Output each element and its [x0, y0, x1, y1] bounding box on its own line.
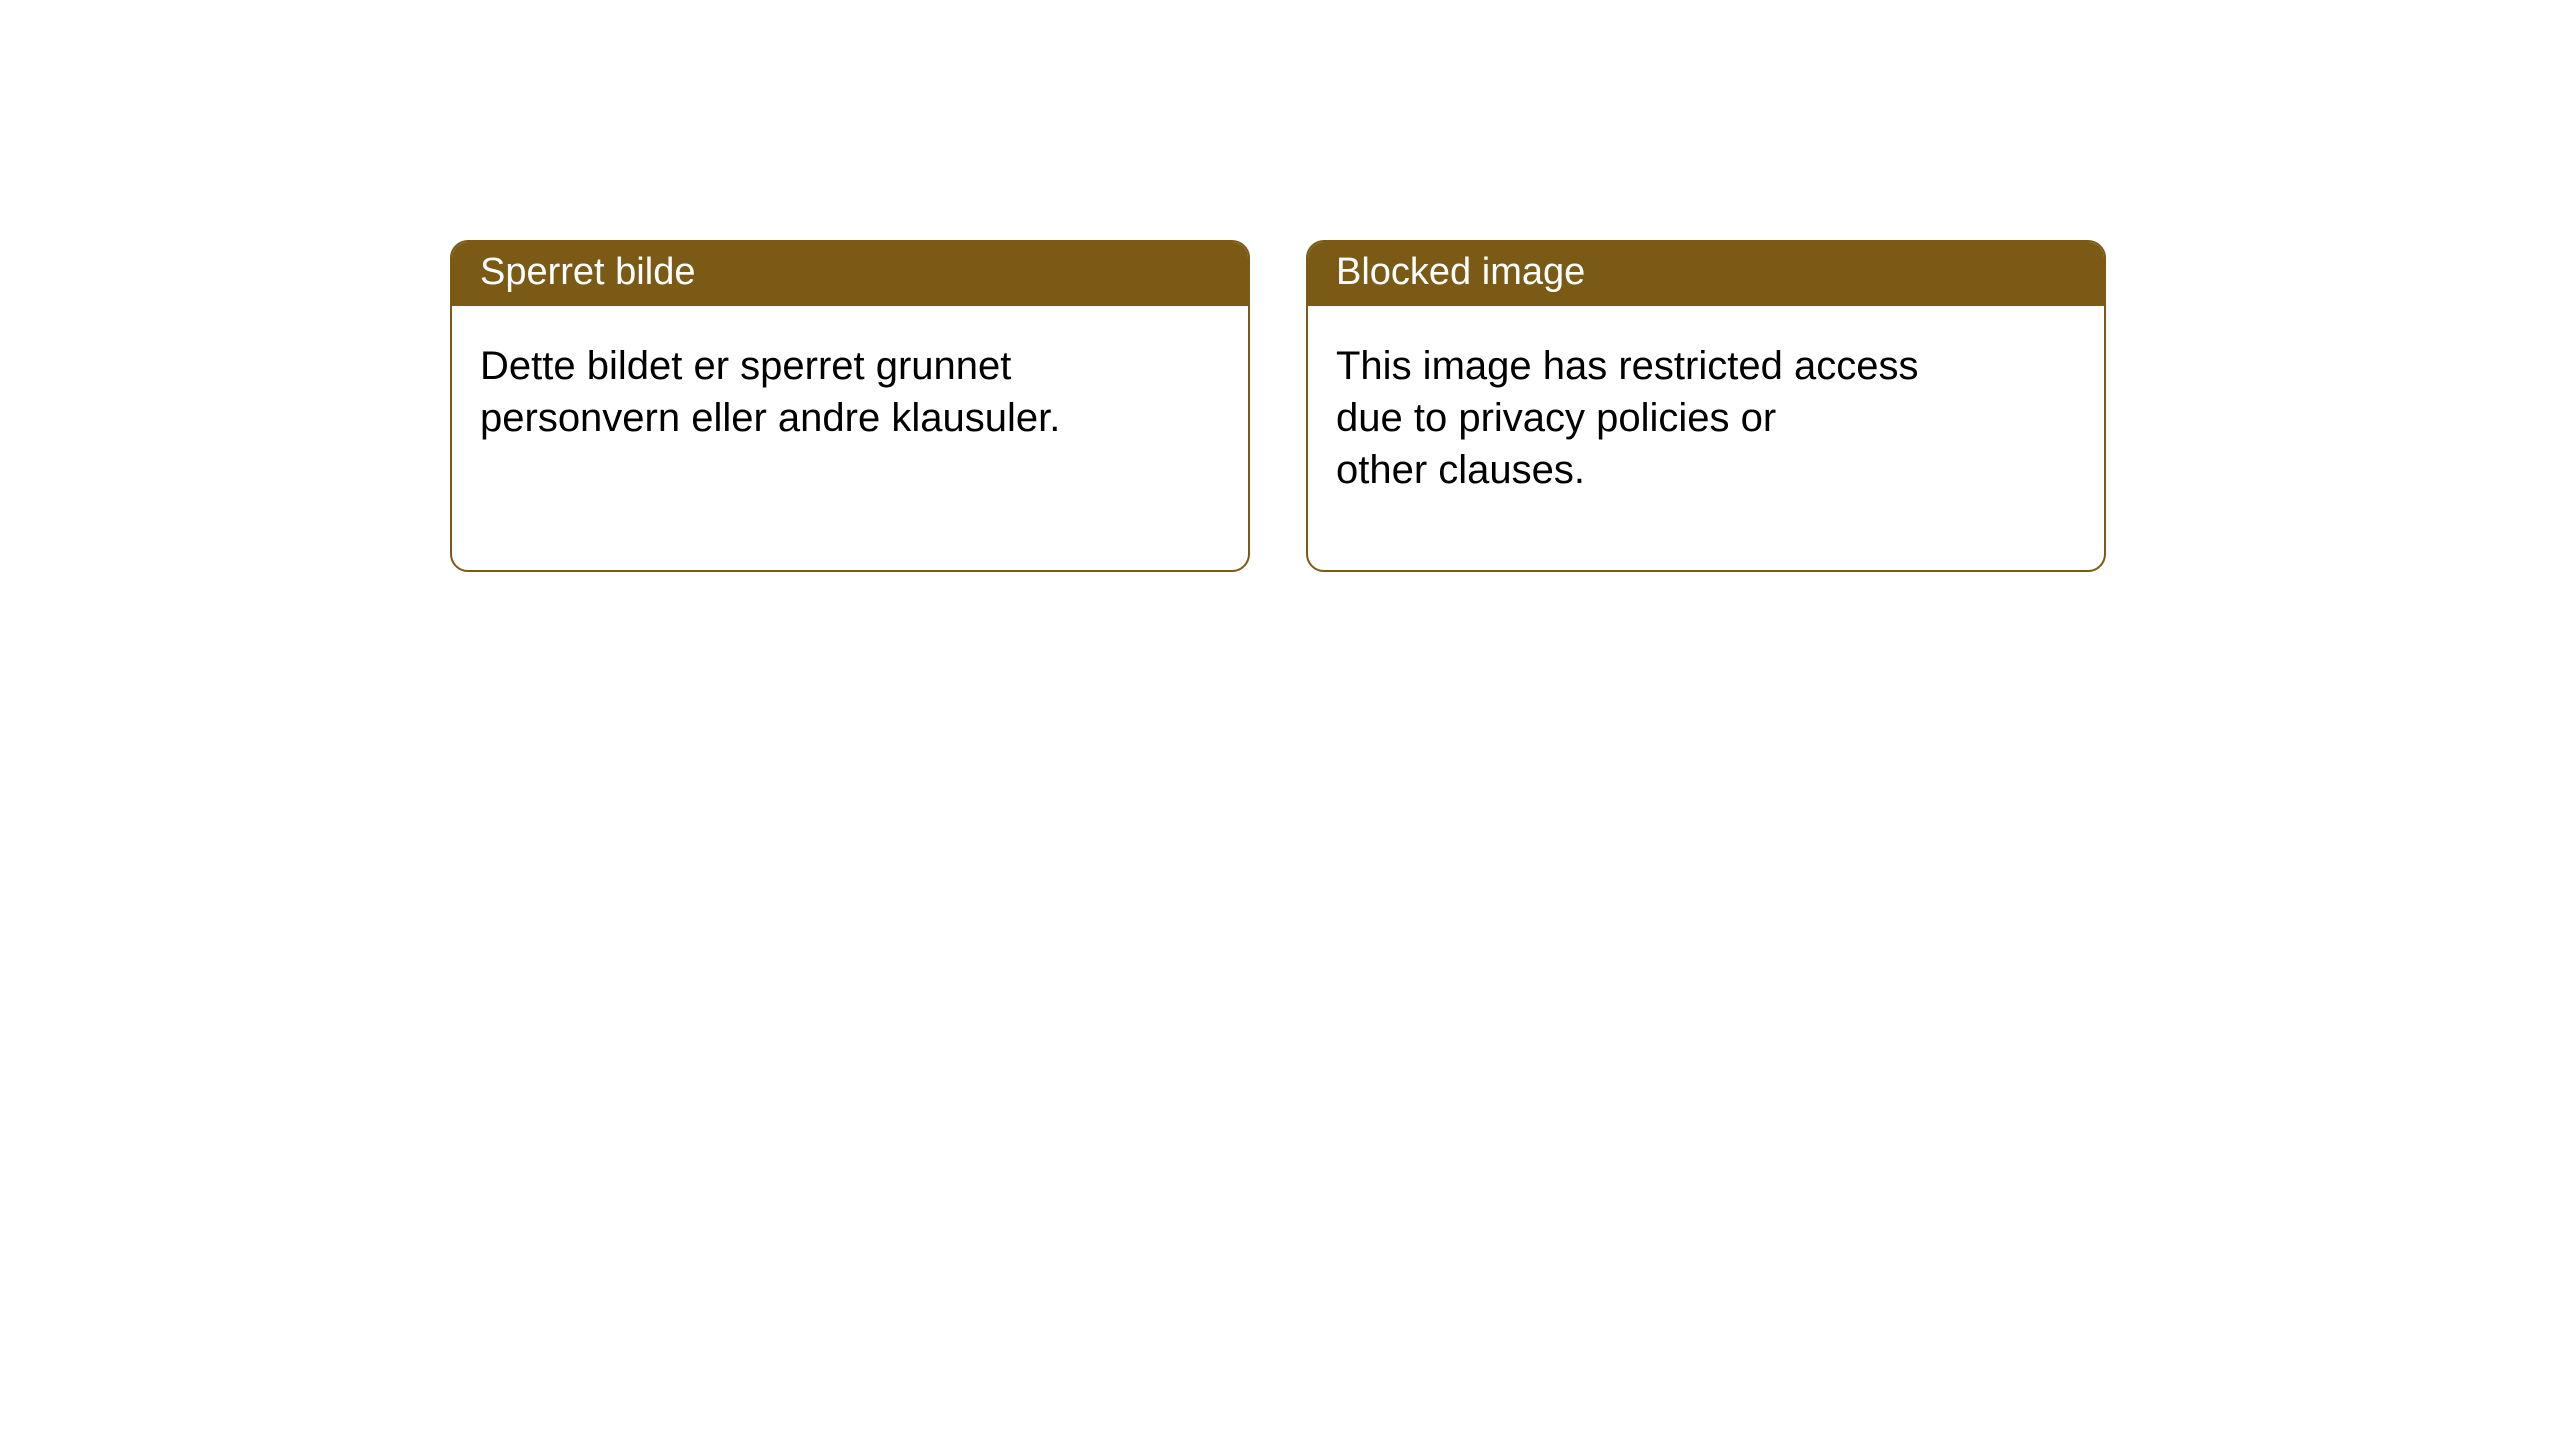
card-header: Sperret bilde [452, 242, 1248, 306]
notice-card-norwegian: Sperret bilde Dette bildet er sperret gr… [450, 240, 1250, 572]
card-header: Blocked image [1308, 242, 2104, 306]
card-body: This image has restricted access due to … [1308, 306, 2104, 524]
card-body: Dette bildet er sperret grunnet personve… [452, 306, 1248, 472]
notice-container: Sperret bilde Dette bildet er sperret gr… [0, 0, 2560, 572]
notice-card-english: Blocked image This image has restricted … [1306, 240, 2106, 572]
